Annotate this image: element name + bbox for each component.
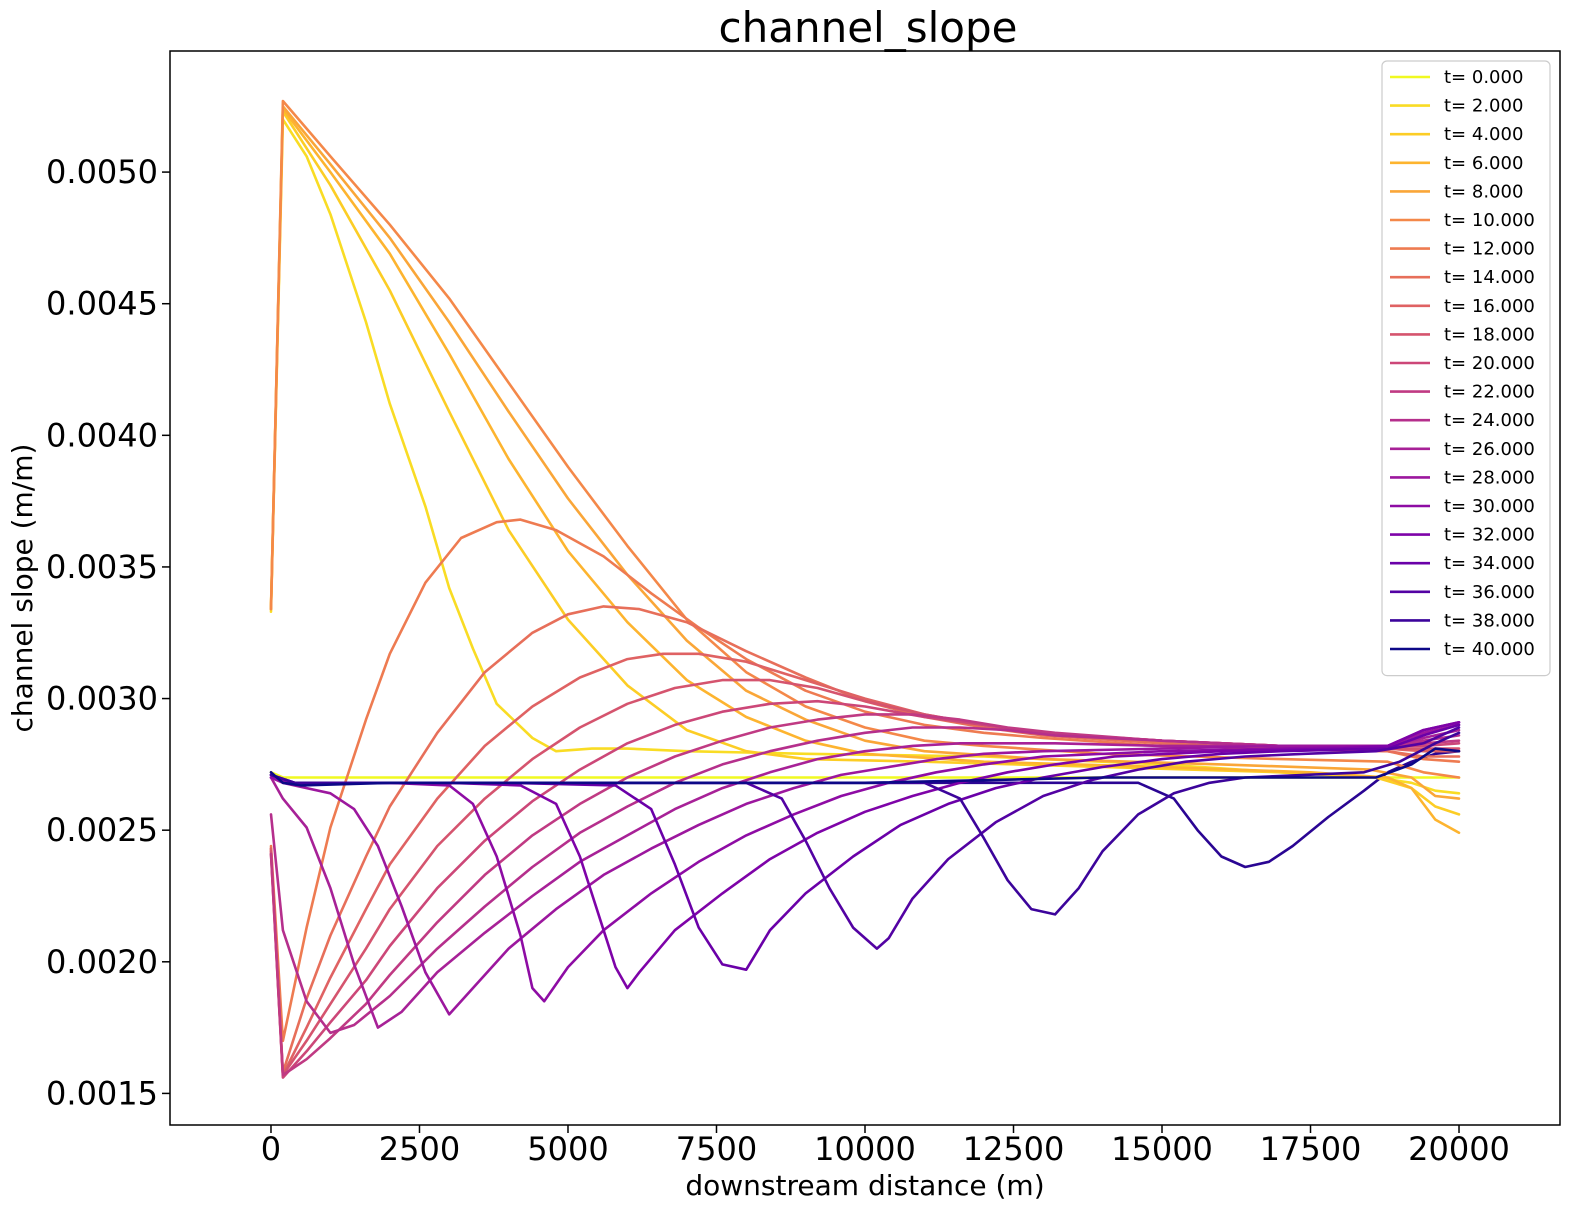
y-tick-label: 0.0050 <box>46 153 158 191</box>
y-tick-label: 0.0045 <box>46 285 158 323</box>
legend-label: t= 14.000 <box>1444 267 1535 288</box>
y-tick-label: 0.0035 <box>46 548 158 586</box>
legend-label: t= 12.000 <box>1444 239 1535 260</box>
series-line-7 <box>269 605 1461 1074</box>
series-line-3 <box>269 107 1461 835</box>
legend: t= 0.000 t= 2.000 t= 4.000 t= 6.000 t= 8.000… <box>1381 60 1551 677</box>
y-tick-label: 0.0040 <box>46 416 158 454</box>
legend-label: t= 38.000 <box>1444 610 1535 631</box>
x-tick-label: 2500 <box>379 1130 460 1168</box>
legend-label: t= 8.000 <box>1444 181 1523 202</box>
y-tick-label: 0.0030 <box>46 680 158 718</box>
series-line-17 <box>269 723 1461 971</box>
legend-label: t= 32.000 <box>1444 525 1535 546</box>
legend-label: t= 0.000 <box>1444 67 1523 88</box>
series-line-15 <box>269 721 1461 1003</box>
legend-label: t= 40.000 <box>1444 639 1535 660</box>
legend-label: t= 6.000 <box>1444 153 1523 174</box>
legend-label: t= 16.000 <box>1444 296 1535 317</box>
legend-label: t= 10.000 <box>1444 210 1535 231</box>
legend-label: t= 2.000 <box>1444 96 1523 117</box>
series-line-20 <box>269 747 1461 787</box>
legend-label: t= 20.000 <box>1444 353 1535 374</box>
x-axis: 0 2500 5000 7500 10000 12500 15000 17500 20000 <box>261 1125 1510 1168</box>
chart-title: channel_slope <box>719 3 1018 52</box>
legend-label: t= 28.000 <box>1444 467 1535 488</box>
legend-label: t= 36.000 <box>1444 582 1535 603</box>
x-tick-label: 10000 <box>814 1130 916 1168</box>
y-axis-label: channel slope (m/m) <box>6 444 39 733</box>
legend-label: t= 24.000 <box>1444 410 1535 431</box>
series-line-2 <box>269 110 1461 816</box>
x-tick-label: 15000 <box>1111 1130 1213 1168</box>
legend-label: t= 30.000 <box>1444 496 1535 517</box>
x-tick-label: 5000 <box>527 1130 608 1168</box>
legend-label: t= 22.000 <box>1444 382 1535 403</box>
y-tick-label: 0.0025 <box>46 811 158 849</box>
x-tick-label: 12500 <box>963 1130 1065 1168</box>
series-line-13 <box>269 728 1461 1029</box>
y-tick-label: 0.0020 <box>46 943 158 981</box>
legend-label: t= 26.000 <box>1444 439 1535 460</box>
series-line-19 <box>269 731 1461 916</box>
legend-box <box>1381 60 1551 677</box>
x-axis-label: downstream distance (m) <box>685 1169 1044 1202</box>
x-tick-label: 20000 <box>1408 1130 1510 1168</box>
series-line-18 <box>269 726 1461 950</box>
legend-label: t= 4.000 <box>1444 124 1523 145</box>
series-line-extra-0 <box>269 749 1461 869</box>
series-line-5 <box>269 99 1461 779</box>
series-line-16 <box>269 721 1461 990</box>
x-tick-label: 7500 <box>676 1130 757 1168</box>
y-axis: 0.0015 0.0020 0.0025 0.0030 0.0035 0.0040 0.00… <box>46 153 170 1112</box>
x-tick-label: 0 <box>261 1130 281 1168</box>
plot-area <box>269 99 1461 1079</box>
series-line-12 <box>269 726 1461 1035</box>
x-tick-label: 17500 <box>1260 1130 1362 1168</box>
legend-label: t= 34.000 <box>1444 553 1535 574</box>
legend-label: t= 18.000 <box>1444 324 1535 345</box>
series-line-14 <box>269 723 1461 1016</box>
y-tick-label: 0.0015 <box>46 1074 158 1112</box>
